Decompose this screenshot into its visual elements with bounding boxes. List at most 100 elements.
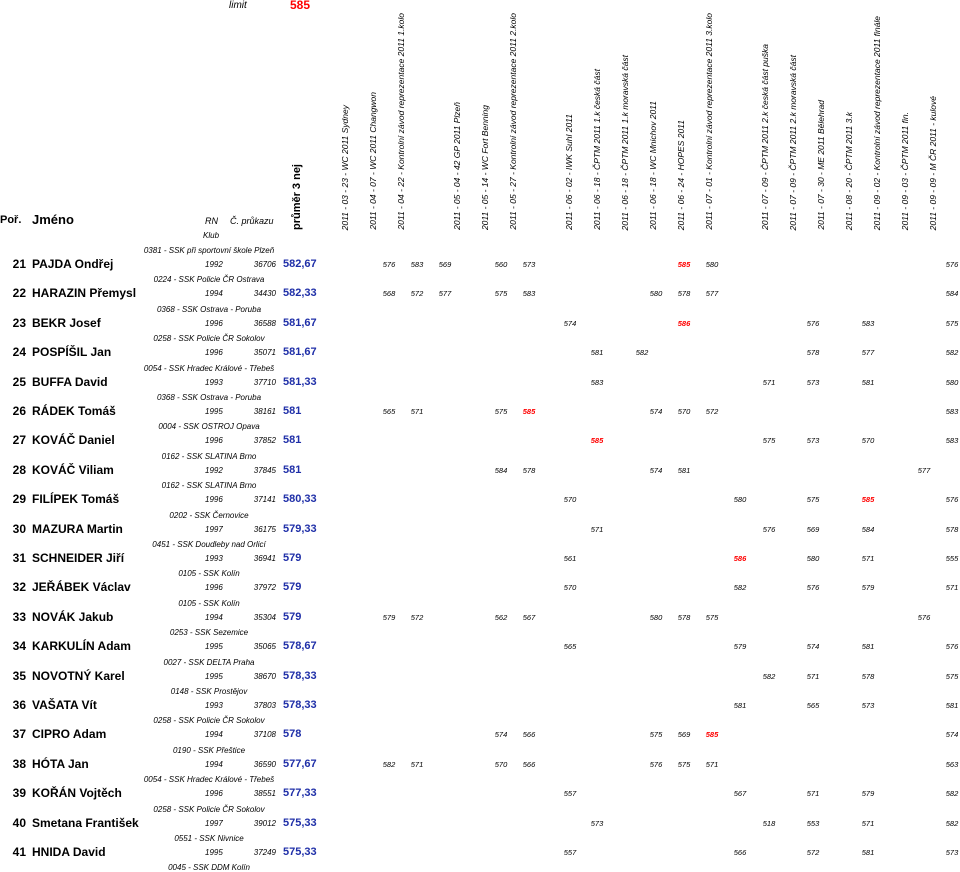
limit-label: limit — [229, 0, 247, 11]
competition-header: 2011 - 07 - 01 - Kontrolní závod repreze… — [704, 13, 714, 230]
rn-cell: 1993 — [205, 701, 223, 710]
licence-cell: 37972 — [253, 583, 276, 593]
club-label: 0148 - SSK Prostějov — [170, 687, 248, 696]
score-cell: 565 — [806, 701, 820, 710]
licence-cell: 36941 — [253, 554, 276, 563]
score-cell: 585 — [677, 260, 691, 269]
score-cell: 574 — [563, 318, 577, 328]
rn-cell: 1996 — [205, 789, 223, 799]
score-cell: 577 — [917, 465, 931, 475]
table-row: 38 HÓTA Jan 1994 36590 577,67 582 571 570 566 576… — [0, 757, 960, 773]
table-row: 40 Smetana František 1997 39012 575,33 573 518… — [0, 816, 960, 832]
club-label: 0105 - SSK Kolín — [178, 569, 240, 579]
rn-cell: 1997 — [205, 818, 223, 828]
score-cell: 578 — [945, 524, 959, 534]
club-label: 0451 - SSK Doudleby nad Orlicí — [152, 540, 266, 549]
rank-cell: 28 — [12, 462, 26, 477]
table-row: 25 BUFFA David 1993 37710 581,33 583 571 573 581… — [0, 375, 960, 391]
average-cell: 575,33 — [283, 816, 317, 829]
rank-cell: 24 — [12, 345, 26, 360]
score-cell: 574 — [494, 730, 508, 740]
name-cell: PAJDA Ondřej — [32, 257, 114, 271]
table-row: 37 CIPRO Adam 1994 37108 578 574 566 575 569 585 5… — [0, 727, 960, 743]
club-label: 0368 - SSK Ostrava - Poruba — [156, 393, 262, 402]
score-cell: 576 — [382, 260, 396, 269]
name-cell: KOVÁČ Viliam — [32, 462, 114, 477]
competition-header: 2011 - 03 - 23 - WC 2011 Sydney — [340, 104, 350, 230]
score-cell: 583 — [590, 377, 604, 387]
name-cell: MAZURA Martin — [32, 521, 123, 536]
licence-cell: 36590 — [253, 759, 276, 769]
name-cell: BUFFA David — [32, 374, 108, 389]
score-cell: 571 — [410, 759, 424, 769]
score-cell: 582 — [945, 789, 959, 799]
score-cell: 577 — [861, 348, 875, 358]
score-cell: 579 — [861, 583, 875, 593]
score-cell: 570 — [563, 583, 577, 593]
rank-cell: 29 — [12, 492, 26, 507]
competition-header: 2011 - 05 - 04 - 42 GP 2011 Plzeň — [452, 102, 462, 230]
score-cell: 579 — [382, 612, 396, 622]
score-cell: 573 — [806, 377, 820, 387]
rank-cell: 27 — [12, 433, 26, 448]
score-cell: 576 — [945, 495, 959, 505]
table-row: 29 FILÍPEK Tomáš 1996 37141 580,33 570 580 575 5… — [0, 492, 960, 508]
rn-cell: 1993 — [205, 377, 223, 387]
average-cell: 579 — [283, 581, 302, 594]
table-row: 26 RÁDEK Tomáš 1995 38161 581 565 571 575 585 574… — [0, 404, 960, 420]
score-cell: 584 — [861, 524, 875, 534]
name-cell: KOVÁČ Daniel — [32, 433, 115, 448]
score-cell: 580 — [806, 554, 820, 563]
score-cell: 570 — [861, 436, 875, 446]
club-label: 0253 - SSK Sezemice — [169, 628, 249, 638]
name-cell: HARAZIN Přemysl — [32, 286, 137, 301]
score-cell: 576 — [762, 524, 776, 534]
table-row: 41 HNIDA David 1995 37249 575,33 557 566 572 581… — [0, 845, 960, 861]
licence-cell: 38551 — [253, 789, 276, 799]
club-label: 0381 - SSK při sportovní škole Plzeň — [143, 246, 275, 255]
score-cell: 569 — [677, 730, 691, 740]
competition-header: 2011 - 06 - 18 - WC Mnichov 2011 — [648, 101, 658, 230]
name-cell: JEŘÁBEK Václav — [32, 580, 131, 595]
licence-cell: 37249 — [253, 848, 276, 857]
rn-cell: 1994 — [205, 759, 223, 769]
score-cell: 563 — [945, 759, 959, 769]
table-row: 36 VAŠATA Vít 1993 37803 578,33 581 565 573 581 — [0, 698, 960, 714]
rank-cell: 39 — [12, 786, 26, 801]
score-cell: 586 — [677, 318, 691, 328]
score-cell: 581 — [861, 642, 875, 652]
header-klub: Klub — [203, 231, 220, 240]
score-cell: 580 — [733, 495, 747, 505]
score-cell: 571 — [705, 759, 719, 769]
score-cell: 576 — [806, 318, 820, 328]
score-cell: 575 — [705, 612, 719, 622]
average-cell: 578,33 — [283, 699, 317, 711]
score-cell: 567 — [522, 612, 536, 622]
rn-cell: 1993 — [205, 554, 223, 563]
table-row: 23 BEKR Josef 1996 36588 581,67 574 586 576 583 5… — [0, 316, 960, 332]
score-cell: 579 — [733, 642, 747, 652]
score-cell: 566 — [733, 848, 747, 857]
score-cell: 575 — [806, 495, 820, 505]
score-cell: 576 — [806, 583, 820, 593]
rank-cell: 22 — [12, 286, 26, 301]
score-cell: 578 — [677, 612, 691, 622]
club-label: 0258 - SSK Policie ČR Sokolov — [153, 804, 265, 814]
limit-value: 585 — [290, 0, 311, 12]
licence-cell: 35065 — [253, 642, 276, 652]
rank-cell: 23 — [12, 315, 26, 330]
licence-cell: 37108 — [253, 730, 276, 740]
rank-cell: 25 — [12, 374, 26, 389]
table-row: 34 KARKULÍN Adam 1995 35065 578,67 565 579 574 5… — [0, 639, 960, 655]
score-cell: 575 — [494, 289, 508, 299]
score-cell: 575 — [945, 671, 959, 681]
club-label: 0368 - SSK Ostrava - Poruba — [156, 304, 262, 314]
club-label: 0004 - SSK OSTROJ Opava — [158, 422, 260, 432]
table-row: 21 PAJDA Ondřej 1992 36706 582,67 576 583 569 56… — [0, 257, 960, 273]
score-cell: 571 — [590, 524, 604, 534]
rank-cell: 33 — [12, 609, 26, 624]
name-cell: CIPRO Adam — [32, 727, 107, 742]
average-cell: 579,33 — [283, 522, 317, 535]
club-label: 0258 - SSK Policie ČR Sokolov — [153, 716, 265, 726]
average-cell: 579 — [283, 610, 302, 623]
